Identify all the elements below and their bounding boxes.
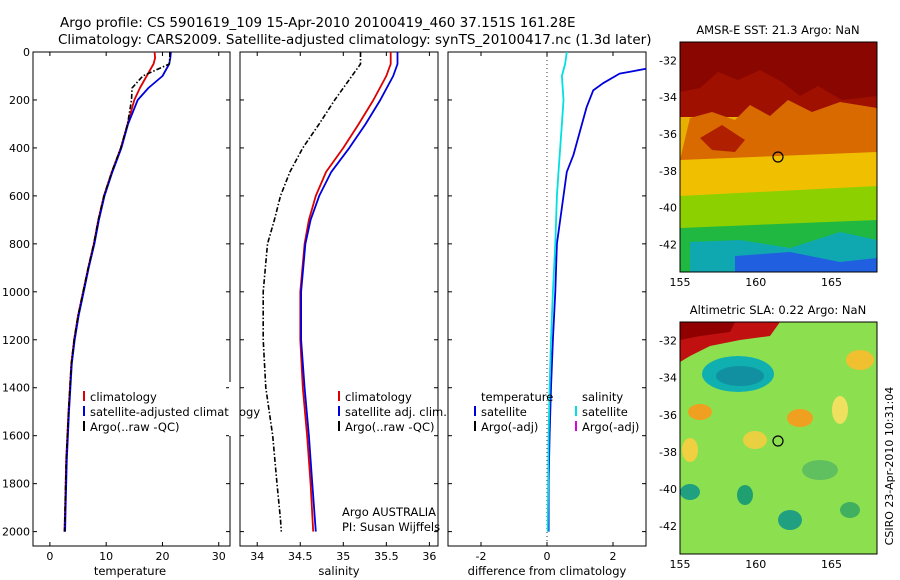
temperature-profile-series-1 [64, 51, 172, 532]
altimetric-sla-map-ytick-label: -34 [659, 372, 677, 385]
amsre-sst-map-xtick-label: 160 [745, 276, 766, 289]
sst-argo-marker [772, 151, 784, 163]
altimetric-sla-map-xtick-label: 155 [670, 558, 691, 571]
temperature-legend-argo: Argo(..raw -QC) [90, 420, 180, 434]
temperature-profile-xtick-label: 30 [212, 550, 226, 563]
salinity-legend-satellite: satellite adj. clim. [345, 405, 447, 419]
difference-from-climatology-series-0 [547, 67, 647, 532]
difference-from-climatology-xtick-label: 0 [544, 550, 551, 563]
temperature-profile-series-0 [63, 51, 157, 532]
altimetric-sla-map-ytick-label: -40 [659, 483, 677, 496]
salinity-legend: climatology satellite adj. clim. Argo(..… [338, 390, 447, 434]
depth-tick-label: 1600 [2, 430, 30, 443]
depth-tick-label: 800 [9, 238, 30, 251]
temperature-legend-climatology: climatology [90, 390, 157, 404]
depth-tick-label: 1800 [2, 478, 30, 491]
salinity-legend-climatology: climatology [345, 390, 412, 404]
altimetric-sla-map-xtick-label: 160 [745, 558, 766, 571]
difference-from-climatology-xtick-label: 2 [610, 550, 617, 563]
sla-argo-marker [772, 435, 784, 447]
annotation-line-2: PI: Susan Wijffels [342, 520, 440, 534]
legend-overflow-mask [229, 382, 239, 436]
depth-tick-label: 1400 [2, 382, 30, 395]
temperature-profile-xtick-label: 20 [155, 550, 169, 563]
amsre-sst-map-ytick-label: -42 [659, 238, 677, 251]
header-line-2: Climatology: CARS2009. Satellite-adjuste… [58, 32, 651, 48]
difference-legend-salinity-satellite: satellite [582, 405, 628, 419]
annotation-line-1: Argo AUSTRALIA [342, 505, 436, 519]
difference-legend-temperature-argo: Argo(-adj) [481, 420, 538, 434]
amsre-sst-map-ytick-label: -38 [659, 165, 677, 178]
sst-map-frame [679, 41, 878, 273]
depth-tick-label: 400 [9, 142, 30, 155]
altimetric-sla-map-ytick-label: -42 [659, 520, 677, 533]
salinity-axes [239, 51, 439, 547]
difference-axes [447, 51, 647, 547]
salinity-legend-argo: Argo(..raw -QC) [345, 420, 435, 434]
sst-map-title: AMSR-E SST: 21.3 Argo: NaN [696, 23, 859, 37]
temperature-legend: climatology satellite-adjusted climatolo… [83, 390, 260, 434]
sla-heatmap [680, 322, 877, 554]
side-label: CSIRO 23-Apr-2010 10:31:04 [883, 387, 896, 546]
salinity-profile-series-2 [262, 52, 362, 532]
amsre-sst-map-xtick-label: 155 [670, 276, 691, 289]
sst-heatmap [680, 42, 877, 272]
header-line-1: Argo profile: CS 5901619_109 15-Apr-2010… [60, 15, 576, 31]
depth-tick-label: 1200 [2, 334, 30, 347]
difference-legend-salinity-argo: Argo(-adj) [582, 420, 639, 434]
difference-xlabel: difference from climatology [468, 564, 627, 578]
amsre-sst-map-ytick-label: -40 [659, 202, 677, 215]
salinity-profile-xtick-label: 35 [336, 550, 350, 563]
altimetric-sla-map-ytick-label: -32 [659, 335, 677, 348]
difference-from-climatology-xtick-label: -2 [476, 550, 487, 563]
altimetric-sla-map-xtick-label: 165 [821, 558, 842, 571]
difference-legend-salinity: salinity [582, 390, 623, 404]
difference-legend-temperature: temperature [481, 390, 553, 404]
salinity-profile-xtick-label: 36 [422, 550, 436, 563]
salinity-profile-series-0 [299, 52, 392, 532]
depth-tick-label: 1000 [2, 286, 30, 299]
salinity-xlabel: salinity [318, 564, 359, 578]
profile-lines [63, 51, 647, 532]
amsre-sst-map-ytick-label: -34 [659, 91, 677, 104]
salinity-profile-series-1 [300, 52, 399, 532]
temperature-xlabel: temperature [94, 564, 166, 578]
difference-from-climatology-series-1 [546, 51, 568, 532]
temperature-axes [32, 51, 231, 547]
temperature-legend-satellite: satellite-adjusted climatology [90, 405, 260, 419]
altimetric-sla-map-ytick-label: -36 [659, 409, 677, 422]
salinity-profile-xtick-label: 35.5 [374, 550, 399, 563]
difference-legend-temperature-satellite: satellite [481, 405, 527, 419]
sla-map-frame [679, 321, 878, 555]
amsre-sst-map-ytick-label: -32 [659, 54, 677, 67]
temperature-profile-xtick-label: 10 [99, 550, 113, 563]
amsre-sst-map-xtick-label: 165 [821, 276, 842, 289]
salinity-profile-xtick-label: 34.5 [288, 550, 313, 563]
salinity-profile-xtick-label: 34 [250, 550, 264, 563]
amsre-sst-map-ytick-label: -36 [659, 128, 677, 141]
depth-tick-label: 600 [9, 190, 30, 203]
sla-map-title: Altimetric SLA: 0.22 Argo: NaN [690, 303, 866, 317]
temperature-profile-series-2 [63, 52, 171, 532]
depth-tick-label: 0 [23, 46, 30, 59]
depth-tick-label: 200 [9, 94, 30, 107]
difference-legend: temperature satellite Argo(-adj) salinit… [474, 390, 639, 434]
temperature-profile-xtick-label: 0 [46, 550, 53, 563]
depth-tick-label: 2000 [2, 526, 30, 539]
altimetric-sla-map-ytick-label: -38 [659, 446, 677, 459]
